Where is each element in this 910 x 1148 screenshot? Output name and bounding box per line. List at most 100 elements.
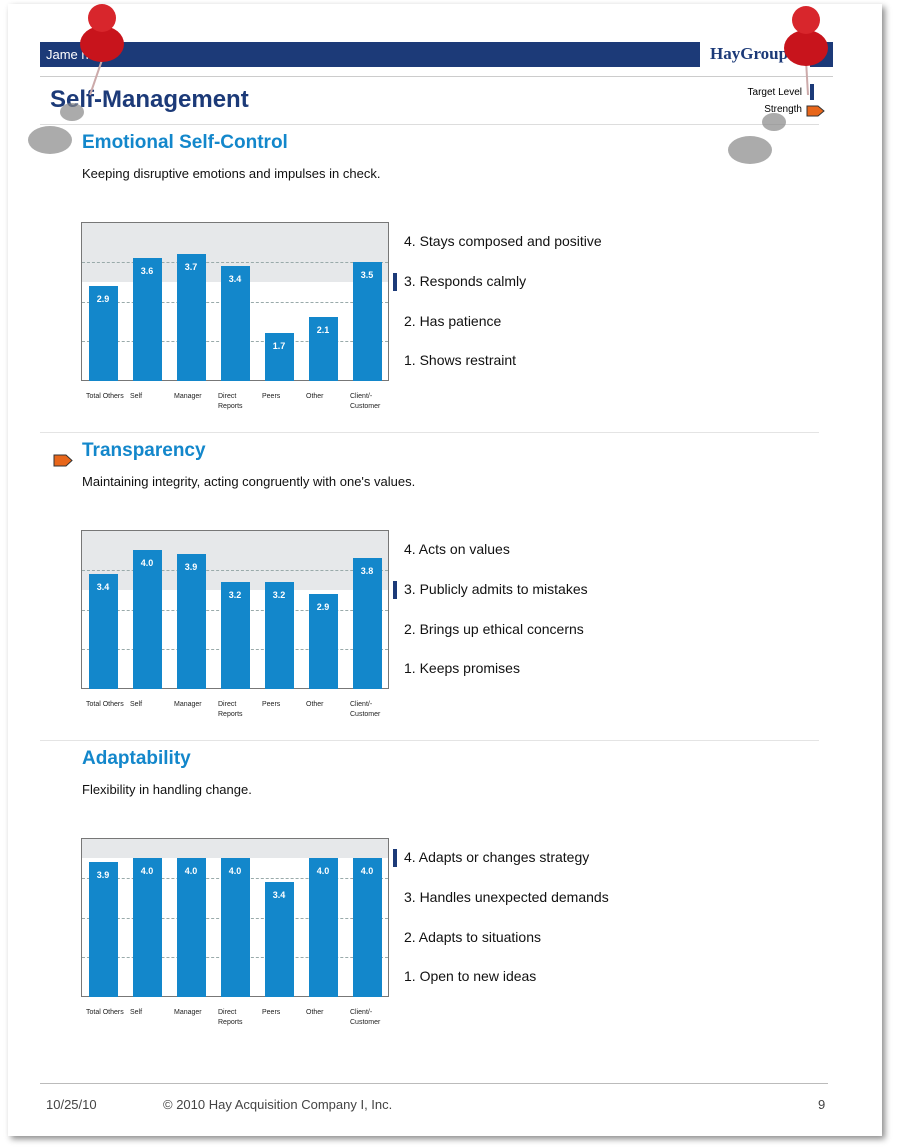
value-label: 3.4 [228,273,242,284]
x-tick-label: Direct Reports [218,1009,243,1026]
legend-strength: Strength [764,104,802,115]
separator [40,432,819,433]
bar [264,581,294,689]
x-tick-label: Self [130,1009,143,1016]
x-tick-label: Manager [174,701,202,708]
value-label: 2.1 [316,325,330,336]
bar [220,581,250,689]
page-title: Self-Management [50,86,249,113]
bar [308,317,338,381]
value-label: 3.2 [228,589,242,600]
pin [728,6,828,164]
pin [28,4,124,154]
bar [352,557,382,689]
bar [176,553,206,689]
x-tick-label: Total Others [86,1009,124,1016]
value-label: 3.2 [272,589,286,600]
x-tick-label: Peers [262,1009,281,1016]
x-tick-label: Total Others [86,393,124,400]
rule [40,124,819,125]
section-description: Keeping disruptive emotions and impulses… [82,166,381,181]
value-label: 3.5 [360,269,374,280]
value-label: 3.4 [96,581,110,592]
value-label: 4.0 [184,865,198,876]
x-tick-label: Manager [174,393,202,400]
strength-marker [53,454,73,467]
value-label: 2.9 [96,293,110,304]
value-label: 2.9 [316,601,330,612]
value-label: 3.6 [140,265,154,276]
level: 2. Brings up ethical concerns [404,620,584,637]
bar [88,573,118,689]
section-title: Emotional Self-Control [82,132,288,153]
x-tick-label: Peers [262,701,281,708]
value-label: 4.0 [140,865,154,876]
logo: HayGroup [710,44,789,63]
x-tick-label: Client/-Customer [350,701,381,718]
level: 1. Keeps promises [404,660,520,677]
bar [352,261,382,381]
target-band [82,839,388,858]
bar [176,253,206,381]
value-label: 3.7 [184,261,198,272]
level: 3. Publicly admits to mistakes [404,580,588,597]
bar [176,857,206,997]
bar [132,257,162,381]
bar [308,857,338,997]
value-label: 1.7 [272,341,286,352]
value-label: 3.4 [272,889,286,900]
level: 4. Stays composed and positive [404,233,602,249]
x-tick-label: Peers [262,393,281,400]
bar [88,861,118,997]
value-label: 4.0 [316,865,330,876]
value-label: 4.0 [360,865,374,876]
section-title: Adaptability [82,748,191,769]
x-tick-label: Client/-Customer [350,1009,381,1026]
target-marker [393,580,397,599]
level: 1. Shows restraint [404,352,517,369]
value-label: 3.8 [360,565,374,576]
section-title: Transparency [82,440,206,461]
legend-target: Target Level [747,87,802,98]
footer-copyright: © 2010 Hay Acquisition Company I, Inc. [163,1097,393,1112]
level: 3. Responds calmly [404,272,527,289]
x-tick-label: Direct Reports [218,393,243,410]
footer-page: 9 [818,1097,826,1112]
x-tick-label: Direct Reports [218,701,243,718]
x-tick-label: Other [306,701,324,708]
bar [352,857,382,997]
x-tick-label: Other [306,393,324,400]
bar [264,333,294,381]
x-tick-label: Other [306,1009,324,1016]
x-tick-label: Self [130,701,143,708]
level: 3. Handles unexpected demands [404,888,609,905]
legend-target-marker [810,84,814,100]
value-label: 3.9 [96,869,110,880]
grid-line [82,569,388,571]
footer-date: 10/25/10 [46,1097,97,1112]
bar [220,857,250,997]
level: 1. Open to new ideas [404,968,537,985]
bar [220,265,250,381]
bar [88,285,118,381]
rule [40,76,833,77]
footer-rule [40,1083,828,1084]
bar [132,549,162,689]
section-description: Flexibility in handling change. [82,782,252,797]
x-tick-label: Manager [174,1009,202,1016]
value-label: 3.9 [184,561,198,572]
section-description: Maintaining integrity, acting congruentl… [82,474,416,489]
bar [132,857,162,997]
bar [264,881,294,997]
level: 4. Acts on values [404,541,510,557]
grid-line [82,261,388,263]
bar [308,593,338,689]
value-label: 4.0 [140,557,154,568]
x-tick-label: Client/-Customer [350,393,381,410]
target-marker [393,849,397,867]
legend-strength-marker [806,105,825,117]
value-label: 4.0 [228,865,242,876]
level: 2. Has patience [404,312,502,329]
target-marker [393,272,397,291]
